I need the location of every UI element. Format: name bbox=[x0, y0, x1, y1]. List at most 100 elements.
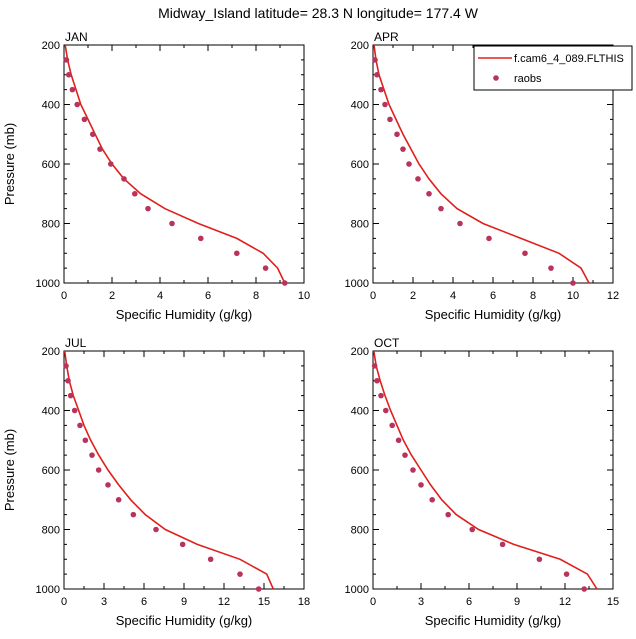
raob-point bbox=[548, 265, 554, 271]
raob-point bbox=[69, 86, 76, 93]
x-tick-label: 2 bbox=[410, 290, 416, 302]
legend-obs-label: raobs bbox=[514, 73, 542, 85]
raob-point bbox=[418, 482, 424, 488]
x-tick-label: 12 bbox=[218, 596, 230, 608]
panel-label: JUL bbox=[65, 336, 87, 350]
raob-point bbox=[97, 146, 103, 152]
raob-point bbox=[237, 571, 243, 577]
y-tick-label: 800 bbox=[42, 525, 60, 537]
plot-frame bbox=[63, 44, 305, 284]
x-tick-label: 12 bbox=[559, 596, 571, 608]
x-tick-label: 15 bbox=[258, 596, 270, 608]
raob-point bbox=[402, 452, 408, 458]
x-tick-label: 6 bbox=[490, 290, 496, 302]
y-tick-label: 1000 bbox=[36, 278, 60, 290]
x-tick-label: 6 bbox=[466, 596, 472, 608]
raob-point bbox=[89, 452, 95, 458]
x-axis-label: Specific Humidity (g/kg) bbox=[425, 613, 562, 628]
raob-point bbox=[145, 205, 151, 212]
raob-point bbox=[415, 176, 421, 182]
raob-point bbox=[95, 467, 102, 473]
raob-point bbox=[153, 526, 159, 533]
raob-point bbox=[82, 437, 89, 444]
y-tick-label: 800 bbox=[42, 219, 60, 231]
raob-point bbox=[394, 131, 400, 138]
x-tick-label: 8 bbox=[253, 290, 259, 302]
panel-jan: JAN 0 2 4 6 8 10 200 400 600 800 1000 Specific Humid… bbox=[2, 30, 310, 322]
raob-point bbox=[63, 57, 70, 63]
raob-point bbox=[570, 280, 576, 286]
raob-point bbox=[66, 71, 72, 78]
raob-point bbox=[389, 422, 396, 429]
x-tick-label: 10 bbox=[298, 290, 310, 302]
raob-point bbox=[198, 235, 204, 242]
raob-point bbox=[457, 220, 463, 227]
raob-point bbox=[581, 586, 587, 592]
x-tick-label: 9 bbox=[514, 596, 520, 608]
y-tick-label: 600 bbox=[42, 465, 60, 477]
x-tick-label: 4 bbox=[450, 290, 456, 302]
raob-point bbox=[387, 116, 393, 123]
raob-point bbox=[372, 57, 378, 63]
x-tick-label: 3 bbox=[101, 596, 107, 608]
x-axis-label: Specific Humidity (g/kg) bbox=[116, 307, 253, 322]
raob-point bbox=[469, 526, 476, 533]
x-tick-label: 0 bbox=[61, 290, 67, 302]
model-line bbox=[373, 44, 590, 284]
x-tick-label: 0 bbox=[370, 290, 376, 302]
x-tick-label: 10 bbox=[567, 290, 579, 302]
y-tick-label: 600 bbox=[351, 159, 369, 171]
y-tick-label: 1000 bbox=[345, 278, 369, 290]
raob-point bbox=[108, 161, 114, 167]
y-axis-label: Pressure (mb) bbox=[2, 429, 17, 511]
x-axis-label: Specific Humidity (g/kg) bbox=[116, 613, 253, 628]
raob-point bbox=[132, 190, 138, 197]
raob-point bbox=[406, 161, 412, 167]
raob-point bbox=[282, 280, 288, 286]
model-line bbox=[64, 44, 286, 284]
legend-model-label: f.cam6_4_089.FLTHIS bbox=[514, 53, 624, 65]
x-tick-label: 3 bbox=[418, 596, 424, 608]
raob-point bbox=[67, 392, 74, 399]
raob-point bbox=[179, 541, 186, 548]
y-tick-label: 200 bbox=[42, 40, 60, 52]
y-tick-label: 200 bbox=[42, 346, 60, 358]
panel-oct: OCT 0 3 6 9 12 15 200 400 600 800 1000 Specific Humi… bbox=[345, 336, 620, 628]
panel-jul: JUL 0 3 6 9 12 15 18 200 400 600 800 1000 Specific Hu… bbox=[2, 336, 310, 628]
raob-point bbox=[121, 176, 127, 182]
y-tick-label: 800 bbox=[351, 525, 369, 537]
raob-point bbox=[536, 556, 543, 563]
panel-label: APR bbox=[374, 30, 399, 44]
x-tick-label: 2 bbox=[109, 290, 115, 302]
raob-point bbox=[77, 422, 83, 429]
figure-title: Midway_Island latitude= 28.3 N longitude… bbox=[158, 5, 479, 21]
raob-point bbox=[105, 482, 111, 488]
y-tick-label: 400 bbox=[351, 100, 369, 112]
raob-point bbox=[262, 265, 269, 271]
raob-point bbox=[382, 101, 388, 108]
model-line bbox=[63, 350, 275, 590]
y-tick-label: 400 bbox=[42, 100, 60, 112]
y-tick-label: 200 bbox=[351, 40, 369, 52]
y-tick-label: 400 bbox=[42, 406, 60, 418]
model-line bbox=[373, 350, 598, 590]
x-tick-label: 18 bbox=[298, 596, 310, 608]
raob-point bbox=[486, 235, 492, 242]
x-tick-label: 4 bbox=[157, 290, 163, 302]
raob-point bbox=[426, 190, 432, 197]
panel-apr: APR 0 2 4 6 8 10 12 200 400 600 800 1000 Specific Hum… bbox=[345, 30, 620, 322]
raob-point bbox=[115, 496, 122, 503]
raob-point bbox=[255, 586, 262, 592]
raob-point bbox=[429, 496, 436, 503]
raob-point bbox=[438, 205, 444, 212]
raob-point bbox=[522, 250, 528, 257]
y-tick-label: 400 bbox=[351, 406, 369, 418]
x-tick-label: 0 bbox=[370, 596, 376, 608]
y-tick-label: 600 bbox=[351, 465, 369, 477]
raob-point bbox=[563, 571, 570, 577]
raob-point bbox=[71, 407, 78, 414]
raob-point bbox=[445, 511, 452, 518]
x-tick-label: 8 bbox=[530, 290, 536, 302]
